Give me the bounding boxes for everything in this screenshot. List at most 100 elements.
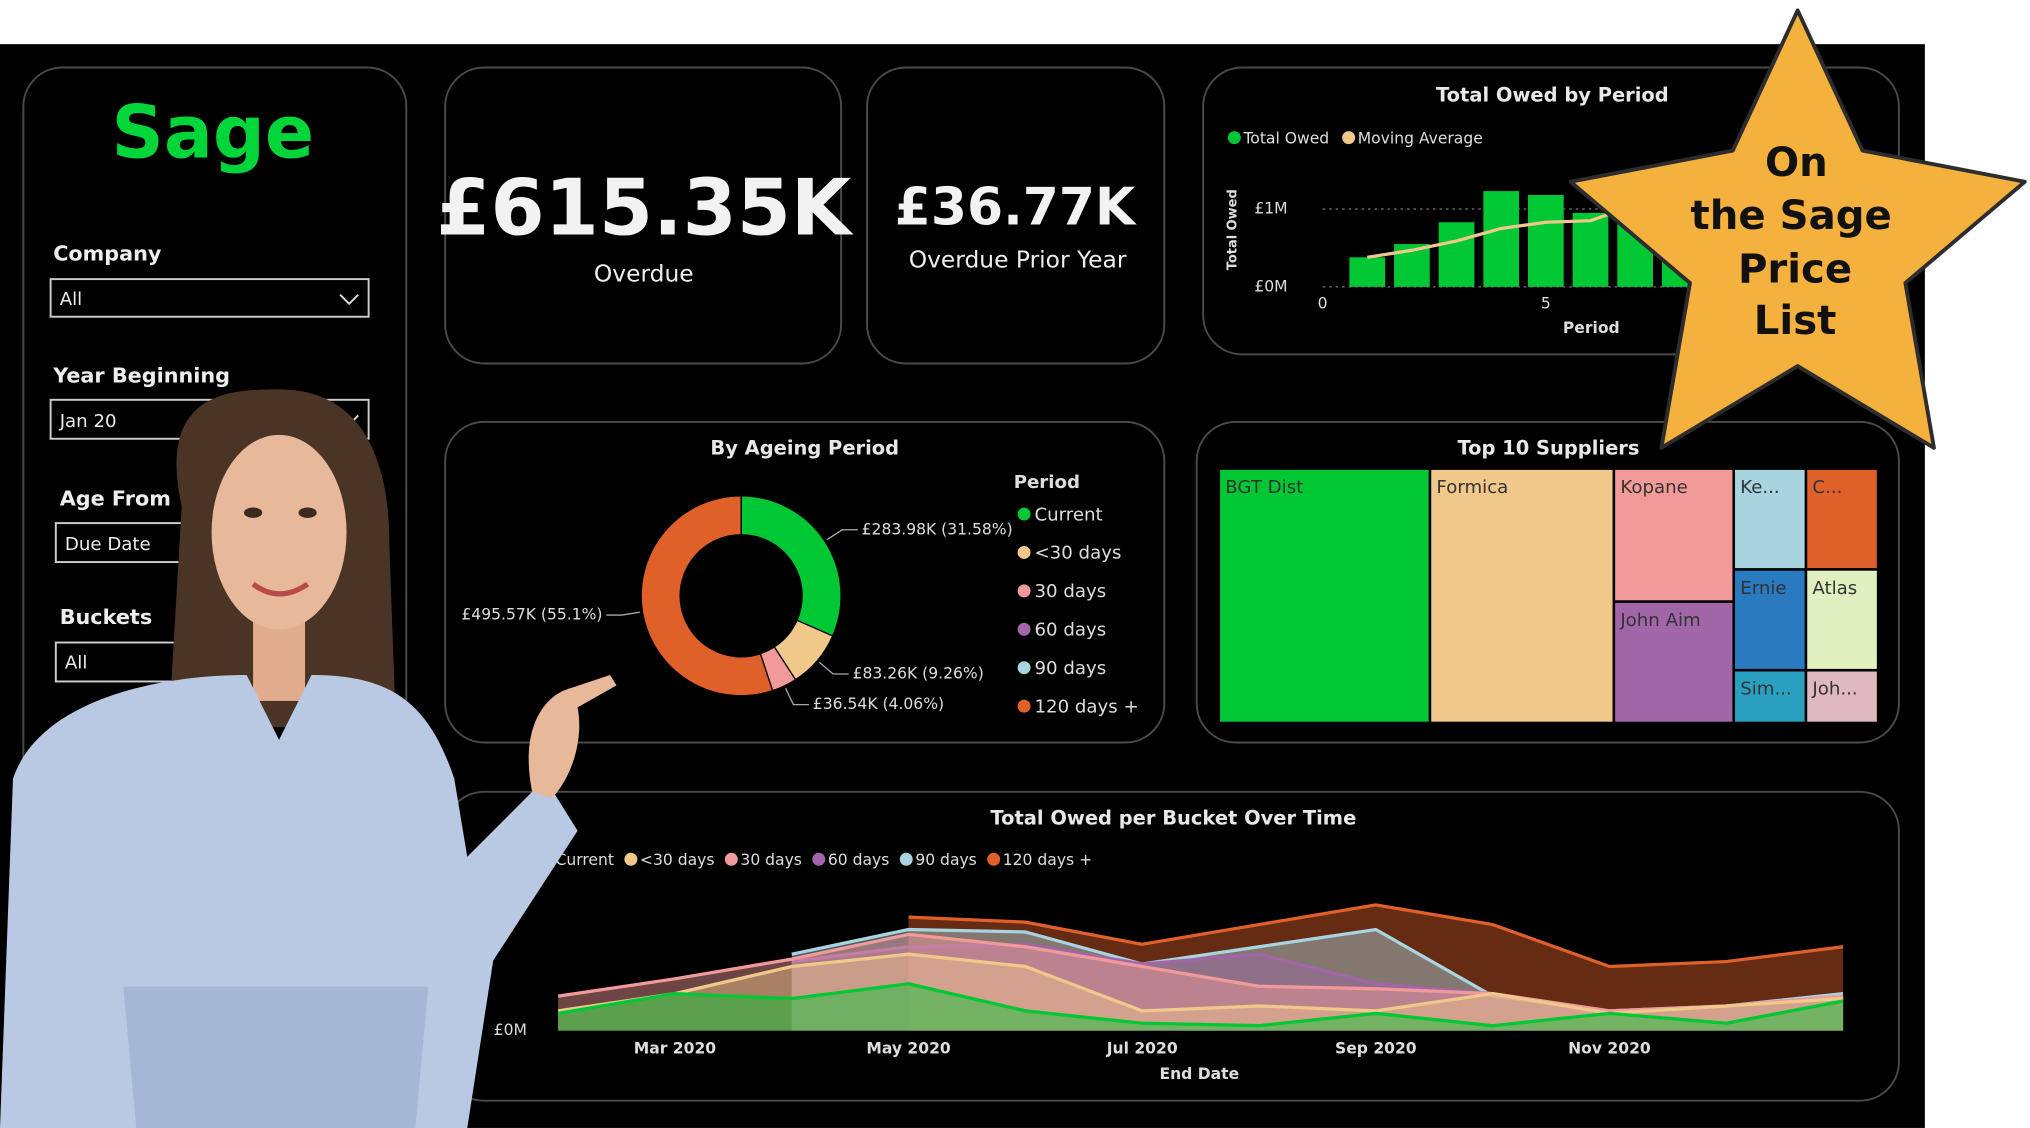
logo: Sage <box>112 92 315 176</box>
area <box>791 929 1844 1031</box>
legend-label: Current <box>1034 504 1102 525</box>
kpi-value: £615.35K <box>436 163 854 253</box>
legend-label: 30 days <box>740 851 801 869</box>
line <box>908 903 1844 969</box>
treemap-cell <box>1807 671 1877 722</box>
leader-line <box>826 529 858 541</box>
line <box>557 932 1844 1013</box>
legend-marker <box>1017 584 1031 598</box>
donut-slice <box>740 495 842 637</box>
legend-marker <box>1017 545 1031 559</box>
x-tick-label: Nov 2020 <box>1568 1039 1651 1057</box>
legend-marker <box>987 852 1001 866</box>
x-tick-label: May 2020 <box>866 1039 951 1057</box>
line <box>557 952 1844 1015</box>
legend-label: Current <box>556 851 614 869</box>
chart-title: By Ageing Period <box>710 437 899 460</box>
treemap-cell <box>1807 570 1877 669</box>
legend-marker <box>1017 622 1031 636</box>
filter-label: Company <box>53 241 162 265</box>
cell-label: Formica <box>1436 477 1508 498</box>
legend-label: 90 days <box>1034 658 1106 679</box>
bar <box>1572 212 1609 287</box>
leader-line <box>784 687 809 706</box>
x-tick-label: Sep 2020 <box>1335 1039 1417 1057</box>
data-label: £283.98K (31.58%) <box>862 520 1013 538</box>
cell-label: Atlas <box>1812 578 1857 599</box>
treemap-cell <box>1220 469 1429 722</box>
legend-marker <box>1017 661 1031 675</box>
data-label: £36.54K (4.06%) <box>813 695 944 713</box>
filter-label: Age From <box>60 487 171 511</box>
bar <box>1483 191 1520 287</box>
area <box>908 904 1844 1031</box>
badge-text: On <box>1765 140 1828 186</box>
cell-label: Kopane <box>1620 477 1687 498</box>
dropdown-value: All <box>60 289 83 310</box>
legend-label: 120 days + <box>1034 696 1138 717</box>
cell-label: Joh... <box>1811 679 1857 700</box>
x-tick-label: Jul 2020 <box>1106 1039 1178 1057</box>
y-tick-label: £0M <box>1254 277 1287 295</box>
treemap-cell <box>1807 469 1877 569</box>
legend-label: 120 days + <box>1003 851 1092 869</box>
kpi-label: Overdue Prior Year <box>909 245 1127 273</box>
kpi-card <box>444 66 843 365</box>
legend-marker <box>812 852 826 866</box>
cell-label: Sim... <box>1740 679 1792 700</box>
x-tick-label: Mar 2020 <box>634 1039 717 1057</box>
legend-marker <box>624 852 638 866</box>
kpi-card <box>866 66 1166 365</box>
chart-title: Total Owed by Period <box>1436 84 1669 107</box>
legend-marker <box>724 852 738 866</box>
badge-text: Price <box>1738 246 1852 292</box>
y-tick-label: £1M <box>1254 200 1287 218</box>
legend-label: Total Owed <box>1242 129 1329 147</box>
legend-label: Moving Average <box>1358 129 1483 147</box>
area <box>558 954 1844 1031</box>
y-tick-label: £0M <box>494 1021 527 1039</box>
data-label: £83.26K (9.26%) <box>853 664 984 682</box>
legend-marker <box>1017 507 1031 521</box>
x-tick-label: 5 <box>1541 294 1551 312</box>
legend-marker <box>899 852 913 866</box>
dropdown-value: All <box>65 652 88 673</box>
kpi-value: £36.77K <box>895 177 1137 237</box>
badge-text: List <box>1754 298 1837 344</box>
kpi-label: Overdue <box>594 260 694 288</box>
leader-line <box>818 661 849 675</box>
bar <box>1438 222 1475 287</box>
chart-title: Total Owed per Bucket Over Time <box>990 807 1356 830</box>
filter-label: Year Beginning <box>52 363 230 387</box>
y-axis-title: Total Owed <box>1226 189 1241 270</box>
badge <box>1568 8 2027 450</box>
legend-label: 30 days <box>1034 581 1106 602</box>
legend-label: <30 days <box>1034 543 1121 564</box>
dropdown-value: Due Date <box>65 534 151 555</box>
treemap-cell <box>1735 671 1805 722</box>
filter-label: Buckets <box>60 605 152 629</box>
legend-label: 90 days <box>915 851 976 869</box>
bar <box>1349 257 1386 287</box>
dropdown[interactable] <box>49 278 370 318</box>
donut-slice <box>640 495 774 697</box>
charts: Total Owed by Period Total Owed Period £0M £… <box>461 84 1881 1083</box>
legend-title: Period <box>1014 472 1080 493</box>
legend-marker <box>1227 131 1241 145</box>
x-axis-title: End Date <box>1159 1065 1239 1083</box>
cell-label: John Aim <box>1619 610 1700 631</box>
badge-text: the Sage <box>1691 193 1892 239</box>
legend-label: 60 days <box>828 851 889 869</box>
chart-title: Top 10 Suppliers <box>1457 437 1639 460</box>
legend-marker <box>1342 131 1356 145</box>
cell-label: C... <box>1812 477 1842 498</box>
treemap-cell <box>1615 469 1733 601</box>
treemap-cell <box>1431 469 1613 722</box>
legend-marker <box>1017 699 1031 713</box>
dropdown-value: Jan 20 <box>59 411 117 432</box>
data-label: £495.57K (55.1%) <box>461 606 602 624</box>
x-tick-label: 0 <box>1318 294 1328 312</box>
x-axis-title: Period <box>1563 319 1620 337</box>
